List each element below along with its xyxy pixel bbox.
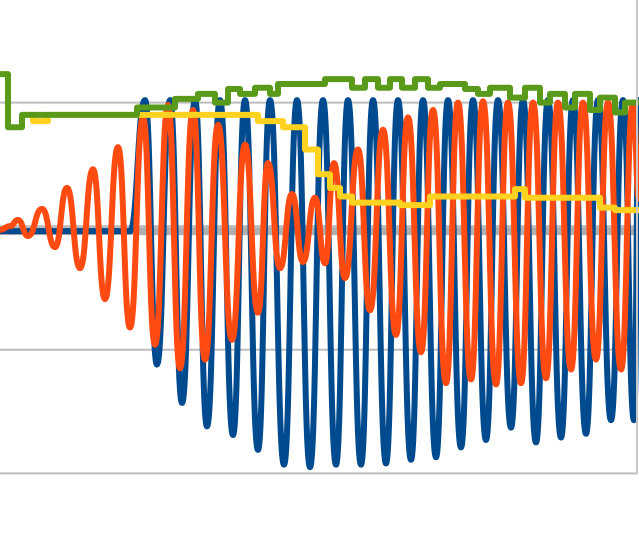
series-line [0, 71, 639, 131]
series-line [0, 97, 639, 471]
series-line [0, 98, 639, 388]
plot-area [0, 71, 639, 471]
series-line [22, 111, 639, 214]
